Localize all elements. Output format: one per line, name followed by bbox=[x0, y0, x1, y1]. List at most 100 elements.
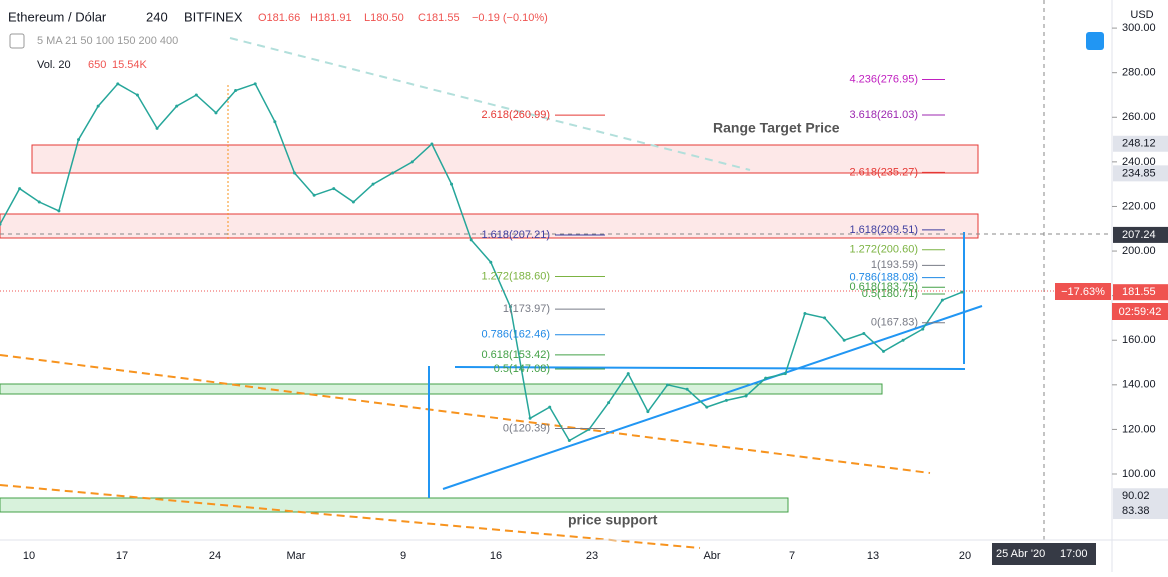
price-marker-box bbox=[1113, 503, 1168, 520]
price-point bbox=[77, 138, 81, 142]
price-point bbox=[803, 311, 807, 315]
price-tick-label: 260.00 bbox=[1122, 111, 1156, 123]
fib-label: 0(120.39) bbox=[503, 422, 550, 434]
collapse-button[interactable] bbox=[9, 33, 25, 49]
price-tick-label: 100.00 bbox=[1122, 468, 1156, 480]
price-marker-label: 181.55 bbox=[1122, 286, 1156, 298]
fib-label: 1.618(209.51) bbox=[850, 224, 919, 236]
price-point bbox=[469, 238, 473, 242]
price-point bbox=[18, 187, 22, 191]
open: O181.66 bbox=[258, 12, 300, 24]
price-point bbox=[548, 405, 552, 409]
volume-indicator[interactable]: Vol. 20 bbox=[37, 59, 71, 71]
price-point bbox=[626, 372, 630, 376]
time-tick-label: Mar bbox=[287, 550, 306, 562]
price-marker-label: 234.85 bbox=[1122, 167, 1156, 179]
price-point bbox=[764, 376, 768, 380]
change: −0.19 (−0.10%) bbox=[472, 12, 548, 24]
price-point bbox=[842, 338, 846, 342]
price-marker-box bbox=[1113, 284, 1168, 301]
annotation: Range Target Price bbox=[713, 120, 840, 136]
price-point bbox=[57, 209, 61, 213]
price-point bbox=[489, 260, 493, 264]
price-point bbox=[332, 187, 336, 191]
change-percent: −17.63% bbox=[1061, 286, 1105, 298]
price-point bbox=[391, 171, 395, 175]
fib-label: 1(173.97) bbox=[503, 303, 550, 315]
time-tick-label: 7 bbox=[789, 550, 795, 562]
fib-label: 4.236(276.95) bbox=[850, 73, 919, 85]
fib-label: 0.786(188.08) bbox=[850, 272, 919, 284]
fib-label: 2.618(260.99) bbox=[482, 109, 551, 121]
interval: 240 bbox=[146, 9, 168, 24]
price-point bbox=[567, 439, 571, 443]
price-marker-box bbox=[1113, 165, 1168, 182]
time-tick-label: Abr bbox=[703, 550, 720, 562]
low: L180.50 bbox=[364, 12, 404, 24]
price-point bbox=[862, 332, 866, 336]
trend-line bbox=[229, 37, 751, 171]
price-point bbox=[292, 171, 296, 175]
price-point bbox=[214, 111, 218, 115]
price-tick-label: 220.00 bbox=[1122, 200, 1156, 212]
time-tick-label: 13 bbox=[867, 550, 879, 562]
price-tick-label: 160.00 bbox=[1122, 334, 1156, 346]
price-tick-label: 300.00 bbox=[1122, 22, 1156, 34]
price-point bbox=[0, 222, 2, 226]
change-box bbox=[1055, 283, 1111, 300]
support-zone bbox=[0, 497, 789, 513]
fib-label: 1.272(188.60) bbox=[482, 270, 551, 282]
price-point bbox=[646, 410, 650, 414]
fib-label: 0.786(162.46) bbox=[482, 329, 551, 341]
range-line bbox=[454, 366, 966, 370]
price-point bbox=[135, 93, 139, 97]
trend-line bbox=[0, 484, 701, 549]
price-point bbox=[940, 298, 944, 302]
price-point bbox=[312, 193, 316, 197]
time-tick-label: 16 bbox=[490, 550, 502, 562]
cursor-date: 25 Abr '20 bbox=[996, 548, 1045, 560]
price-point bbox=[194, 93, 198, 97]
price-point bbox=[724, 398, 728, 402]
fib-label: 0.5(180.71) bbox=[862, 288, 918, 300]
price-point bbox=[705, 405, 709, 409]
price-point bbox=[921, 327, 925, 331]
support-zone bbox=[0, 383, 883, 395]
fib-label: 3.618(261.03) bbox=[850, 109, 919, 121]
time-tick-label: 9 bbox=[400, 550, 406, 562]
price-point bbox=[155, 126, 159, 130]
fib-label: 0.618(153.42) bbox=[482, 349, 551, 361]
time-tick-label: 24 bbox=[209, 550, 221, 562]
price-tick-label: 240.00 bbox=[1122, 156, 1156, 168]
fib-label: 1(193.59) bbox=[871, 259, 918, 271]
trend-line bbox=[0, 354, 931, 474]
price-point bbox=[666, 383, 670, 387]
price-point bbox=[881, 349, 885, 353]
ma-indicator[interactable]: 5 MA 21 50 100 150 200 400 bbox=[37, 35, 178, 47]
currency[interactable]: USD bbox=[1130, 9, 1153, 21]
price-marker-label: 207.24 bbox=[1122, 229, 1156, 241]
price-marker-box bbox=[1113, 226, 1168, 243]
price-point bbox=[823, 316, 827, 320]
fib-label: 0(167.83) bbox=[871, 317, 918, 329]
fib-label: 1.272(200.60) bbox=[850, 244, 919, 256]
price-tick-label: 140.00 bbox=[1122, 379, 1156, 391]
resistance-zone bbox=[31, 144, 979, 174]
price-point bbox=[116, 82, 120, 86]
time-tick-label: 20 bbox=[959, 550, 971, 562]
fib-label: 1.618(207.21) bbox=[482, 229, 551, 241]
auto-scale-button[interactable] bbox=[1086, 32, 1104, 50]
price-point bbox=[253, 82, 257, 86]
price-point bbox=[234, 89, 238, 93]
price-point bbox=[351, 200, 355, 204]
cursor-time: 17:00 bbox=[1060, 548, 1088, 560]
price-point bbox=[744, 394, 748, 398]
price-point bbox=[430, 142, 434, 146]
price-marker-label: 248.12 bbox=[1122, 138, 1156, 150]
fib-label: 0.5(147.08) bbox=[494, 363, 550, 375]
price-point bbox=[175, 104, 179, 108]
countdown: 02:59:42 bbox=[1119, 306, 1162, 318]
exchange: BITFINEX bbox=[184, 9, 243, 24]
